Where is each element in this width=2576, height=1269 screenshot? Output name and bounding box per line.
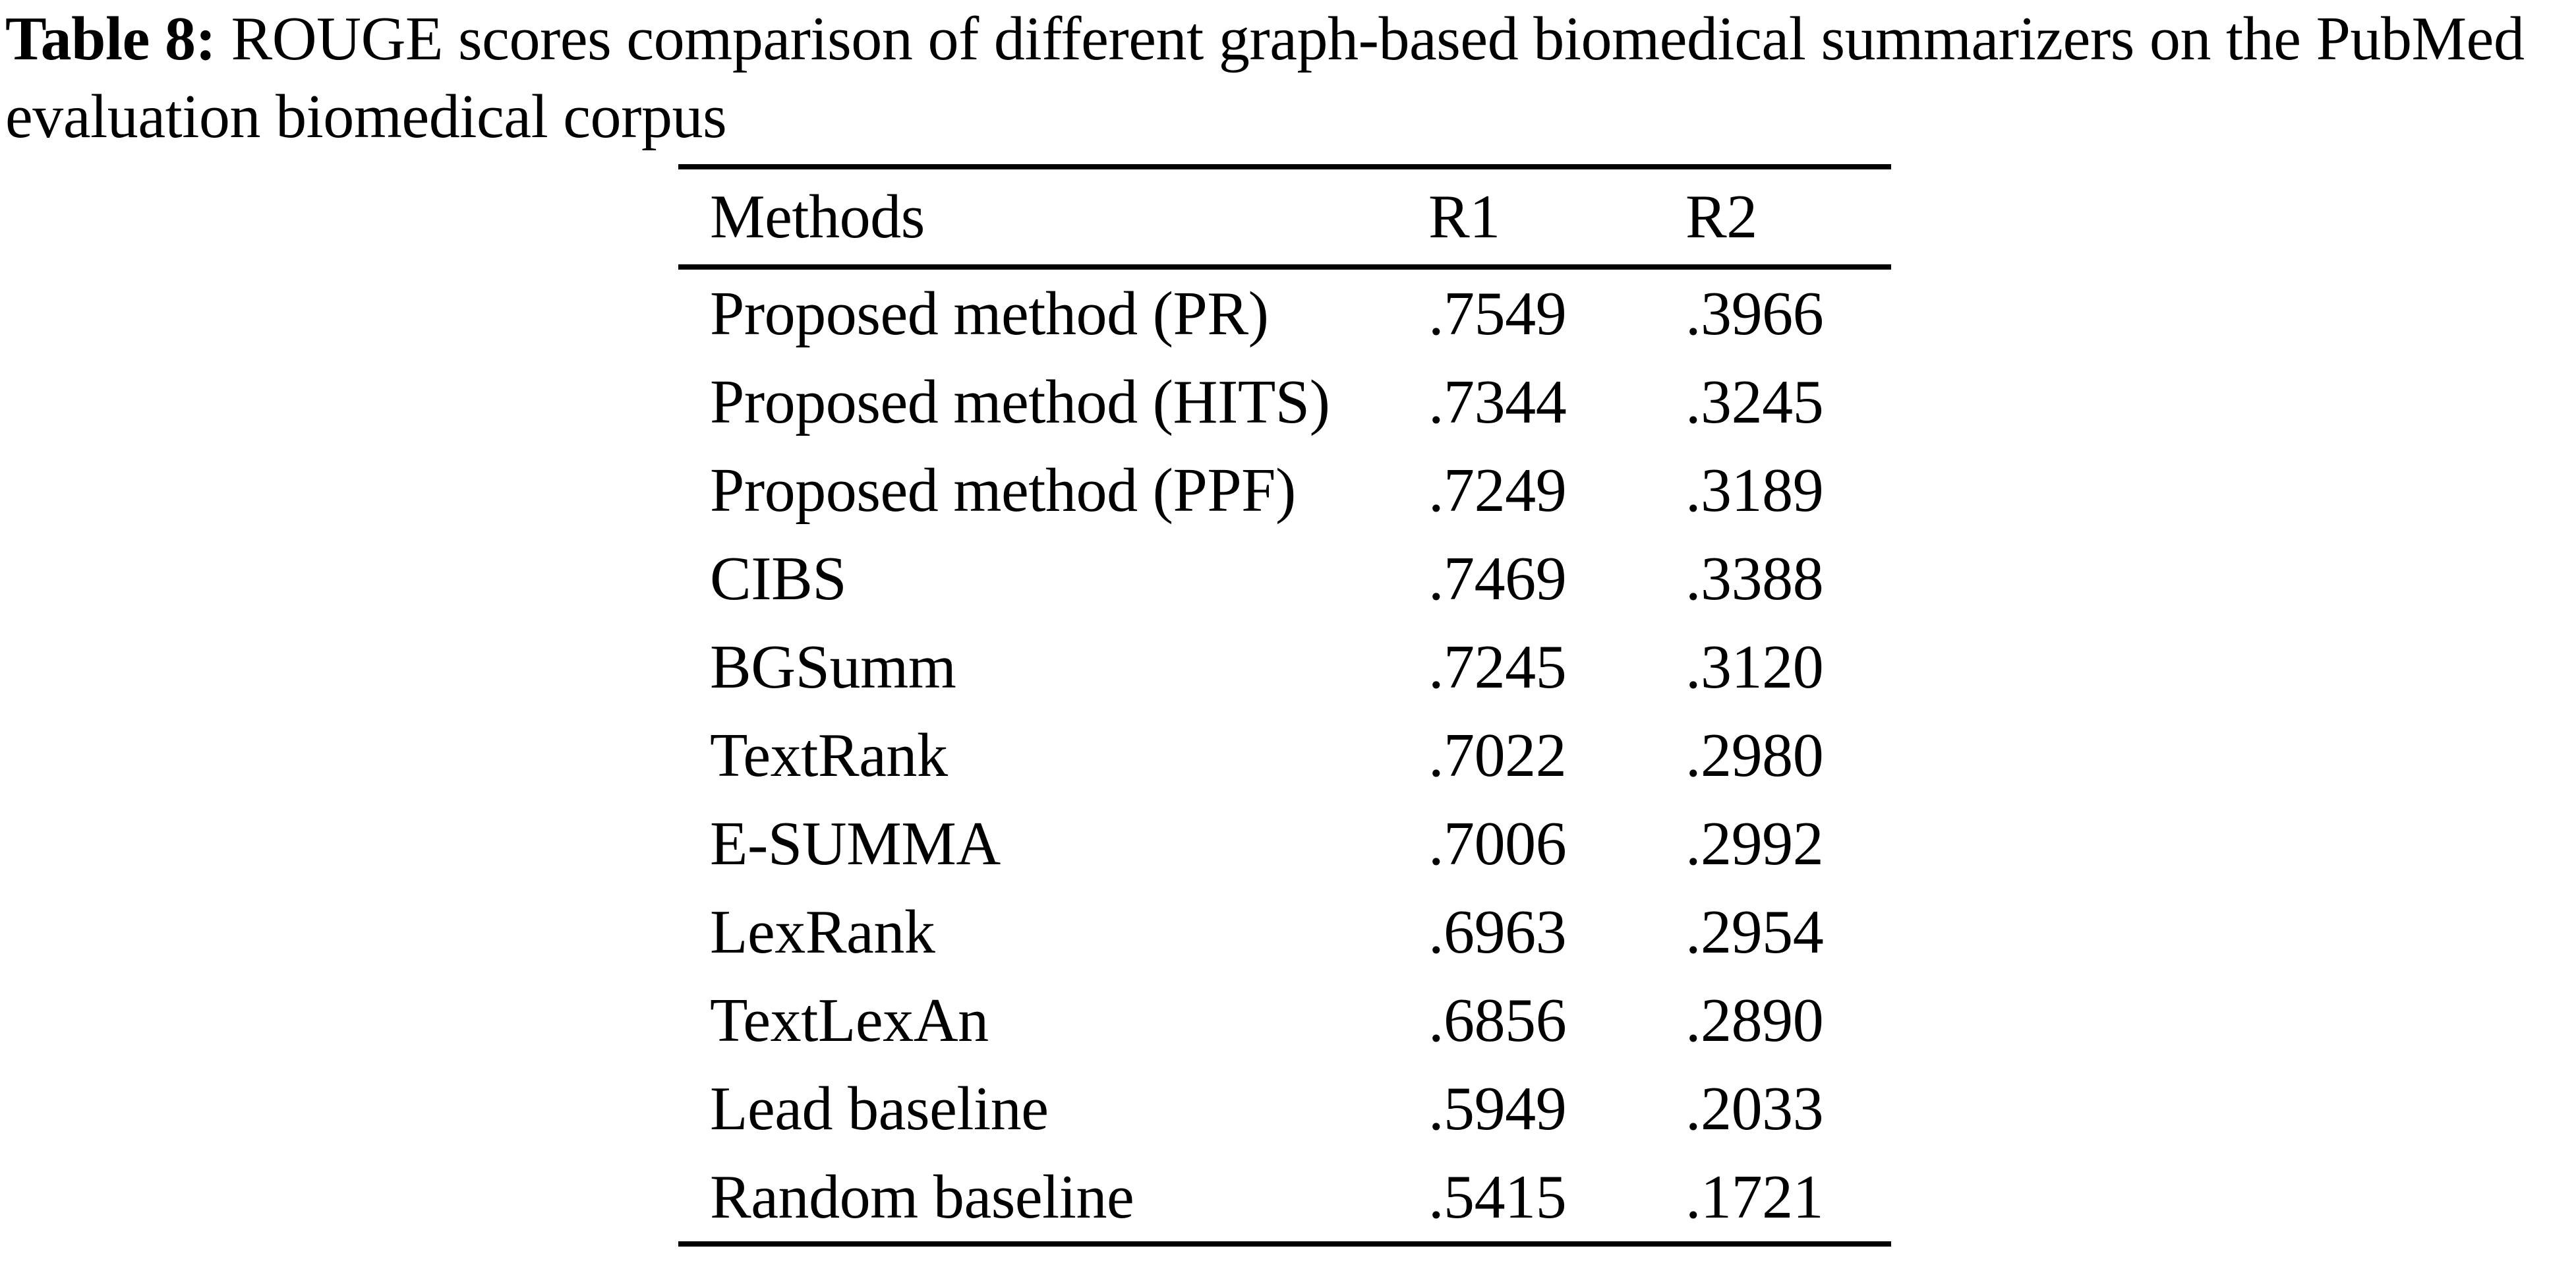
- table-header-row: Methods R1 R2: [678, 169, 1891, 270]
- cell-r2: .3966: [1685, 280, 1824, 348]
- table-row: E-SUMMA .7006 .2992: [678, 800, 1891, 888]
- cell-r2: .3120: [1685, 633, 1824, 701]
- cell-method: E-SUMMA: [710, 810, 1001, 878]
- cell-r1: .7469: [1428, 545, 1567, 613]
- table-row: Random baseline .5415 .1721: [678, 1153, 1891, 1241]
- table-row: Proposed method (PR) .7549 .3966: [678, 270, 1891, 358]
- cell-r2: .2890: [1685, 986, 1824, 1055]
- column-header-methods: Methods: [710, 183, 925, 251]
- cell-r1: .5415: [1428, 1163, 1567, 1231]
- cell-r1: .7549: [1428, 280, 1567, 348]
- cell-r2: .2980: [1685, 721, 1824, 790]
- cell-r2: .1721: [1685, 1163, 1824, 1231]
- cell-r2: .2954: [1685, 898, 1824, 966]
- cell-r2: .2033: [1685, 1075, 1824, 1143]
- column-header-r2: R2: [1685, 183, 1757, 251]
- caption-line-1: Table 8: ROUGE scores comparison of diff…: [5, 5, 2525, 73]
- cell-method: Proposed method (PR): [710, 280, 1269, 348]
- cell-method: TextRank: [710, 721, 948, 790]
- cell-r1: .7006: [1428, 810, 1567, 878]
- caption-line-2: evaluation biomedical corpus: [5, 82, 727, 151]
- table-caption-text: ROUGE scores comparison of different gra…: [231, 5, 2525, 73]
- cell-r2: .3245: [1685, 368, 1824, 436]
- cell-r2: .2992: [1685, 810, 1824, 878]
- cell-method: Proposed method (HITS): [710, 368, 1330, 436]
- table-row: BGSumm .7245 .3120: [678, 623, 1891, 711]
- table-row: Proposed method (PPF) .7249 .3189: [678, 446, 1891, 535]
- table-row: CIBS .7469 .3388: [678, 535, 1891, 623]
- cell-method: Random baseline: [710, 1163, 1134, 1231]
- table-body: Proposed method (PR) .7549 .3966 Propose…: [678, 270, 1891, 1241]
- results-table: Methods R1 R2 Proposed method (PR) .7549…: [678, 164, 1891, 1247]
- cell-method: LexRank: [710, 898, 935, 966]
- cell-r1: .7022: [1428, 721, 1567, 790]
- table-row: TextLexAn .6856 .2890: [678, 976, 1891, 1065]
- cell-r1: .6856: [1428, 986, 1567, 1055]
- cell-r2: .3388: [1685, 545, 1824, 613]
- table-row: Lead baseline .5949 .2033: [678, 1065, 1891, 1153]
- cell-method: CIBS: [710, 545, 847, 613]
- cell-r2: .3189: [1685, 456, 1824, 525]
- cell-r1: .7249: [1428, 456, 1567, 525]
- cell-r1: .5949: [1428, 1075, 1567, 1143]
- table-row: LexRank .6963 .2954: [678, 888, 1891, 976]
- cell-r1: .7344: [1428, 368, 1567, 436]
- cell-r1: .7245: [1428, 633, 1567, 701]
- cell-method: Lead baseline: [710, 1075, 1049, 1143]
- cell-method: TextLexAn: [710, 986, 989, 1055]
- cell-r1: .6963: [1428, 898, 1567, 966]
- column-header-r1: R1: [1428, 183, 1500, 251]
- table-row: TextRank .7022 .2980: [678, 711, 1891, 800]
- table-row: Proposed method (HITS) .7344 .3245: [678, 358, 1891, 446]
- cell-method: BGSumm: [710, 633, 956, 701]
- cell-method: Proposed method (PPF): [710, 456, 1296, 525]
- table-caption: Table 8: ROUGE scores comparison of diff…: [5, 0, 2573, 156]
- table-caption-label: Table 8:: [5, 5, 216, 73]
